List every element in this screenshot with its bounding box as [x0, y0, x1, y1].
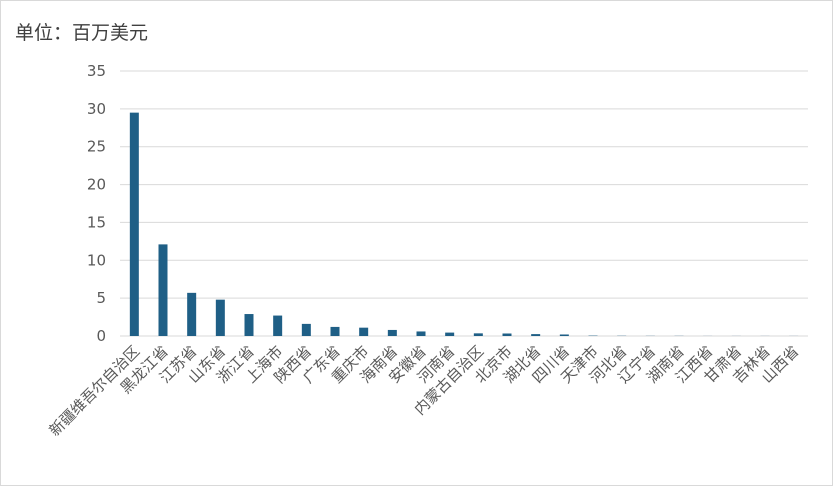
x-axis-labels: 新疆维吾尔自治区黑龙江省江苏省山东省浙江省上海市陕西省广东省重庆市海南省安徽省河… [46, 342, 803, 440]
bar [244, 314, 254, 336]
bar [531, 334, 541, 336]
bars [129, 112, 799, 337]
unit-label: 单位：百万美元 [15, 22, 149, 44]
bar [473, 333, 483, 336]
y-tick-label: 0 [96, 327, 106, 345]
y-tick-label: 25 [87, 138, 106, 156]
bar [301, 323, 311, 336]
y-tick-label: 35 [87, 62, 106, 80]
bar [359, 327, 369, 336]
bar [416, 331, 426, 336]
bar [387, 329, 397, 336]
bar [187, 292, 197, 336]
y-tick-label: 5 [96, 289, 106, 307]
bar [273, 315, 283, 336]
bar [502, 333, 512, 336]
y-tick-label: 15 [87, 213, 106, 231]
y-tick-label: 20 [87, 176, 106, 194]
bar [129, 112, 139, 337]
bar [445, 332, 455, 336]
y-tick-label: 30 [87, 100, 106, 118]
y-axis-ticks: 0 5 10 15 20 25 30 35 [87, 62, 106, 345]
gridlines [120, 70, 808, 337]
bar [559, 334, 569, 336]
bar [158, 244, 168, 336]
bar [215, 299, 225, 336]
y-tick-label: 10 [87, 251, 106, 269]
bar [330, 326, 340, 336]
